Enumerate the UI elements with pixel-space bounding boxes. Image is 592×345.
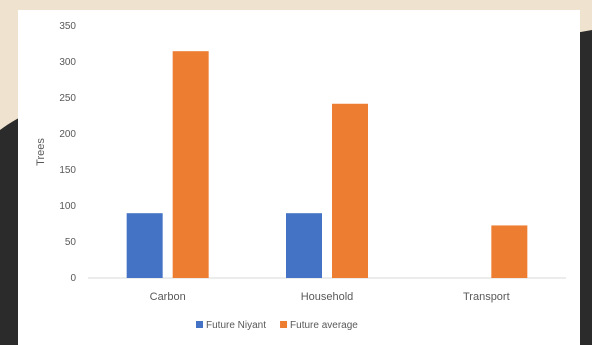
legend: Future Niyant Future average bbox=[196, 320, 358, 331]
y-tick-label: 300 bbox=[59, 57, 76, 68]
y-tick-label: 350 bbox=[59, 21, 76, 32]
y-axis-ticks: 0 50 100 150 200 250 300 350 bbox=[59, 21, 76, 284]
y-tick-label: 250 bbox=[59, 93, 76, 104]
bar-carbon-future-niyant bbox=[126, 213, 163, 278]
y-tick-label: 200 bbox=[59, 129, 76, 140]
bar-household-future-average bbox=[332, 103, 368, 278]
bar-transport-future-average bbox=[491, 225, 528, 278]
category-labels: Carbon Household Transport bbox=[150, 291, 510, 303]
category-label: Carbon bbox=[150, 291, 186, 303]
legend-label: Future average bbox=[290, 320, 358, 331]
legend-swatch bbox=[280, 321, 288, 328]
category-label: Transport bbox=[463, 291, 510, 303]
y-tick-label: 100 bbox=[59, 201, 76, 212]
bar-household-future-niyant bbox=[286, 213, 322, 278]
category-label: Household bbox=[301, 291, 354, 303]
legend-label: Future Niyant bbox=[206, 320, 266, 331]
legend-swatch bbox=[196, 321, 203, 328]
bars bbox=[126, 51, 528, 279]
y-axis-label: Trees bbox=[35, 138, 47, 166]
bar-chart: Trees 0 50 100 150 200 250 300 350 Carbon Househ… bbox=[35, 21, 566, 331]
bar-carbon-future-average bbox=[172, 51, 209, 279]
y-tick-label: 50 bbox=[65, 237, 77, 248]
chart-card: Trees 0 50 100 150 200 250 300 350 Carbon Househ… bbox=[18, 10, 580, 345]
y-tick-label: 0 bbox=[70, 273, 76, 284]
y-tick-label: 150 bbox=[59, 165, 76, 176]
